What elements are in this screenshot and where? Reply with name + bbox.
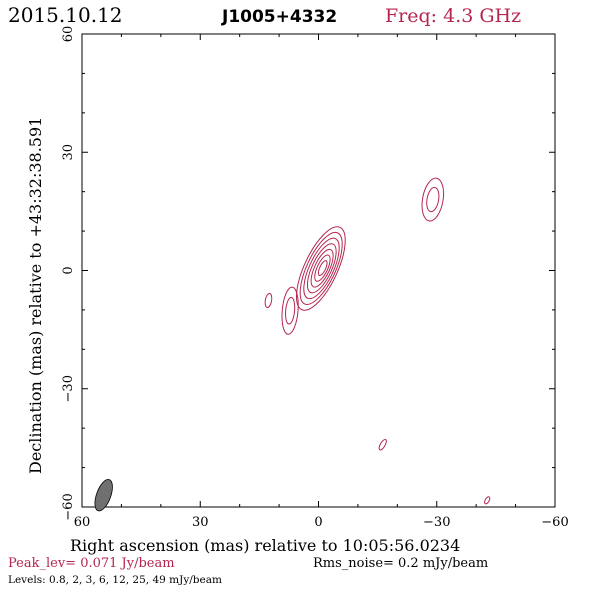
source-name: J1005+4332 [221,7,337,27]
rms-noise: Rms_noise= 0.2 mJy/beam [313,556,488,571]
contour-core [303,237,340,300]
contour-core [314,254,331,282]
x-tick-label: 60 [74,515,91,530]
y-tick-label: 60 [61,26,76,43]
axis-ticks [81,33,556,508]
x-tick-label: 30 [192,515,209,530]
peak-level: Peak_lev= 0.071 Jy/beam [8,556,175,571]
contour-knot-ne [421,177,445,222]
contour-knot-ne [426,186,440,213]
contour-core [317,260,328,276]
x-tick-label: 0 [314,515,322,530]
contour-knot-se [484,496,491,505]
beam-ellipse [94,479,113,512]
y-tick-label: 30 [61,144,76,161]
x-axis-label: Right ascension (mas) relative to 10:05:… [70,536,460,555]
contour-core [306,243,337,294]
contour-layer [264,177,491,505]
contour-knot-sw-a [285,296,296,325]
y-axis-label: Declination (mas) relative to +43:32:38.… [26,117,45,474]
date-label: 2015.10.12 [8,3,123,27]
contour-knot-sw-b [264,292,273,308]
contour-core [299,231,343,305]
contour-core [310,248,334,288]
contour-core [296,226,346,311]
y-tick-labels: 60 30 0 −30 −60 [61,26,76,521]
y-tick-label: 0 [61,266,76,274]
x-tick-labels: 60 30 0 −30 −60 [74,515,569,530]
beam-layer [94,479,113,512]
frequency-label: Freq: 4.3 GHz [385,5,521,27]
x-tick-label: −30 [423,515,450,530]
x-tick-label: −60 [541,515,568,530]
contour-levels: Levels: 0.8, 2, 3, 6, 12, 25, 49 mJy/bea… [8,574,222,586]
y-tick-label: −30 [61,375,76,402]
contour-knot-s [378,438,387,451]
contour-knot-sw-a [281,286,299,335]
y-tick-label: −60 [61,493,76,520]
